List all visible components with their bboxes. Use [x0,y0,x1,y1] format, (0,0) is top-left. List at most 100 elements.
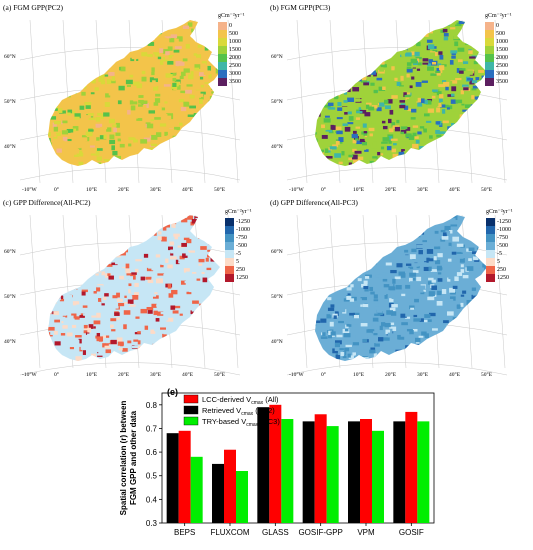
map-europe: 60°N 50°N 40°N -10°W 0° 10°E 20°E 30°E 40°E 50°E [4,214,241,378]
lon-label: 50°E [481,186,493,193]
legend-label: -1000 [236,227,250,233]
legend-entry: 5 [486,258,500,266]
x-tick-label: VPM [357,528,375,537]
legend-swatch [218,22,227,30]
legend-entry: 1250 [225,274,248,282]
x-tick-label: BEPS [174,528,195,537]
legend-swatch [218,54,227,62]
legend-label: 250 [497,267,506,273]
bar [372,430,384,523]
lon-label: 30°E [417,371,429,378]
bar [236,471,248,523]
legend-swatch [225,266,234,274]
legend-swatch [485,46,494,54]
legend-entry: -750 [225,234,247,242]
lat-label: 50°N [4,98,16,105]
legend-swatch [485,30,494,38]
bar [302,421,315,523]
legend-swatch [486,258,495,266]
lon-label: 0° [54,371,59,378]
legend-label: 2500 [496,63,508,69]
legend-label: 1000 [229,39,241,45]
legend-label: 2000 [229,55,241,61]
y-axis-label: Spatial correlation (r) between [119,401,128,516]
lon-label: -10°W [289,186,305,193]
correlation-bar-chart: 0.3 0.4 0.5 0.6 0.7 0.8 Spatial correlation (r… [112,385,442,545]
legend-label: -1000 [497,227,511,233]
lat-label: 50°N [271,293,283,300]
legend-entry: 3000 [218,70,241,78]
legend-swatch [485,70,494,78]
bar [326,426,339,523]
map-panel-c: (c) GPP Difference(All-PC2) 60°N 50°N 40°N… [0,195,266,380]
legend-entry: -5 [225,250,241,258]
legend-swatch [225,234,234,242]
lon-label: 10°E [86,371,98,378]
legend-entry: 0 [218,22,232,30]
lon-label: -10°W [22,371,38,378]
legend-label: 250 [236,267,245,273]
legend-swatch [486,226,495,234]
lon-label: 0° [321,371,326,378]
bar [190,456,203,523]
map-panel-b: (b) FGM GPP(PC3) 60°N 50°N 40°N -10°W 0° 10°E… [267,0,533,195]
x-tick-label: GOSIF-GPP [298,528,342,537]
legend-swatch [225,274,234,282]
lon-label: 10°E [86,186,98,193]
legend-label: TRY-based Vcmax (PC3) [202,417,280,428]
bar [166,433,179,523]
map-europe: 60°N 50°N 40°N -10°W 0° 10°E 20°E 30°E 40°E 50°E [271,19,508,193]
legend-swatch [225,250,234,258]
legend-entry: 3000 [485,70,508,78]
lon-label: 10°E [353,186,365,193]
legend-entry: 500 [218,30,238,38]
legend-label: -5 [236,251,241,257]
lat-label: 50°N [271,98,283,105]
y-tick-label: 0.6 [146,448,158,457]
panel-title: (a) FGM GPP(PC2) [3,3,64,12]
panel-title: (c) GPP Difference(All-PC2) [3,198,91,207]
legend-entry: 0 [485,22,499,30]
legend-swatch [218,30,227,38]
legend-label: 3500 [496,79,508,85]
legend-entry: 1500 [218,46,241,54]
legend-swatch [218,78,227,86]
bar [178,430,191,523]
legend-swatch [486,250,495,258]
lon-label: 20°E [385,371,397,378]
lat-label: 40°N [4,338,16,345]
legend-title: gCm⁻²yr⁻¹ [485,13,512,19]
y-tick-label: 0.3 [146,519,158,528]
panel-title: (d) GPP Difference(All-PC3) [270,198,358,207]
legend-entry: -5 [486,250,502,258]
lon-label: 40°E [449,371,461,378]
legend-swatch [225,242,234,250]
legend-title: gCm⁻²yr⁻¹ [225,209,252,215]
legend-label: -750 [236,235,247,241]
legend-entry: -500 [486,242,508,250]
legend-swatch [485,22,494,30]
lon-label: 40°E [182,186,194,193]
legend-swatch [218,70,227,78]
legend-label: -1250 [236,219,250,225]
lat-label: 60°N [271,53,283,60]
legend-label: 1250 [236,275,248,281]
legend-swatch [183,394,199,404]
legend-entry: 1000 [485,38,508,46]
bar [417,421,430,523]
lon-label: 50°E [214,371,226,378]
legend-entry: -1250 [486,218,511,226]
bar [281,419,294,523]
legend-entry: 3500 [218,78,241,86]
x-tick-label: GLASS [262,528,289,537]
bar [405,411,418,523]
map-europe: 60°N 50°N 40°N -10°W 0° 10°E 20°E 30°E 40°E 50°E [4,19,241,193]
bar [360,419,372,523]
legend-swatch [225,218,234,226]
lat-label: 40°N [4,143,16,150]
map-europe: 60°N 50°N 40°N -10°W 0° 10°E 20°E 30°E 40°E 50°E [271,214,508,378]
legend-entry: 2000 [218,54,241,62]
bar [257,407,270,523]
legend-swatch [485,78,494,86]
bar [224,449,236,523]
